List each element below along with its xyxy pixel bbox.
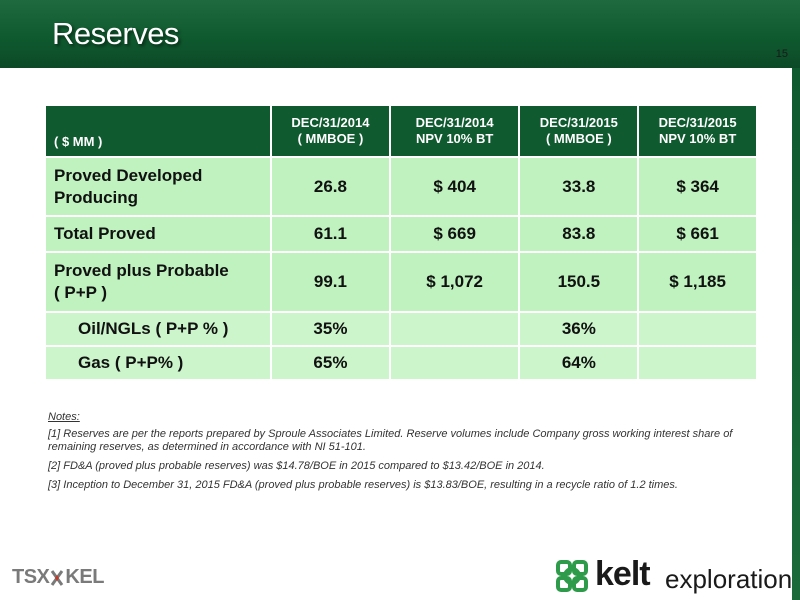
header-2014-npv: DEC/31/2014 NPV 10% BT <box>390 106 519 156</box>
table-header-row: ( $ MM ) DEC/31/2014( MMBOE ) DEC/31/201… <box>46 106 756 156</box>
table-row: Gas ( P+P% ) 65% 64% <box>46 347 756 379</box>
header-units: ( $ MM ) <box>46 106 271 156</box>
page-number: 15 <box>775 48 788 60</box>
note-item: [1] Reserves are per the reports prepare… <box>48 428 733 453</box>
table-cell: $ 661 <box>639 217 756 251</box>
table-cell: $ 364 <box>639 158 756 215</box>
slide-title: Reserves <box>52 16 179 51</box>
tsx-logo-text: TSX <box>12 566 50 589</box>
row-label: Proved plus Probable ( P+P ) <box>46 253 271 311</box>
tsx-ticker-text: KEL <box>65 566 104 589</box>
table-cell: $ 669 <box>390 217 519 251</box>
table-row: Proved Developed Producing 26.8 $ 404 33… <box>46 158 756 215</box>
reserves-table: ( $ MM ) DEC/31/2014( MMBOE ) DEC/31/201… <box>44 104 758 381</box>
table-cell <box>639 313 756 345</box>
table-row: Total Proved 61.1 $ 669 83.8 $ 661 <box>46 217 756 251</box>
table-row: Oil/NGLs ( P+P % ) 35% 36% <box>46 313 756 345</box>
note-item: [2] FD&A (proved plus probable reserves)… <box>48 460 545 472</box>
row-label: Gas ( P+P% ) <box>46 347 271 379</box>
table-cell: $ 404 <box>390 158 519 215</box>
tsx-maple-icon <box>51 569 64 586</box>
tsx-kel-logo: TSX KEL <box>12 566 104 588</box>
note-item: [3] Inception to December 31, 2015 FD&A … <box>48 479 678 491</box>
table-cell: 65% <box>272 347 389 379</box>
row-label: Proved Developed Producing <box>46 158 271 215</box>
table-cell: 35% <box>272 313 389 345</box>
notes-section: Notes: [1] Reserves are per the reports … <box>48 411 748 498</box>
row-label: Oil/NGLs ( P+P % ) <box>46 313 271 345</box>
table-cell: 61.1 <box>272 217 389 251</box>
table-cell: 36% <box>520 313 638 345</box>
table-cell: $ 1,185 <box>639 253 756 311</box>
exploration-wordmark: exploration <box>665 564 793 594</box>
table-cell: 150.5 <box>520 253 638 311</box>
table-cell: 33.8 <box>520 158 638 215</box>
header-2015-mmboe: DEC/31/2015( MMBOE ) <box>520 106 638 156</box>
table-cell <box>639 347 756 379</box>
table-cell: 83.8 <box>520 217 638 251</box>
header-2015-npv: DEC/31/2015 NPV 10% BT <box>639 106 756 156</box>
table-cell <box>390 313 519 345</box>
table-cell: 26.8 <box>272 158 389 215</box>
table-cell <box>390 347 519 379</box>
right-accent-bar <box>792 68 800 600</box>
slide-header: Reserves <box>0 0 800 68</box>
celtic-knot-icon <box>556 560 588 592</box>
kelt-wordmark: kelt <box>595 555 651 593</box>
table-row: Proved plus Probable ( P+P ) 99.1 $ 1,07… <box>46 253 756 311</box>
header-2014-mmboe: DEC/31/2014( MMBOE ) <box>272 106 389 156</box>
table-cell: $ 1,072 <box>390 253 519 311</box>
notes-heading: Notes: <box>48 411 80 423</box>
row-label: Total Proved <box>46 217 271 251</box>
table-cell: 64% <box>520 347 638 379</box>
table-cell: 99.1 <box>272 253 389 311</box>
